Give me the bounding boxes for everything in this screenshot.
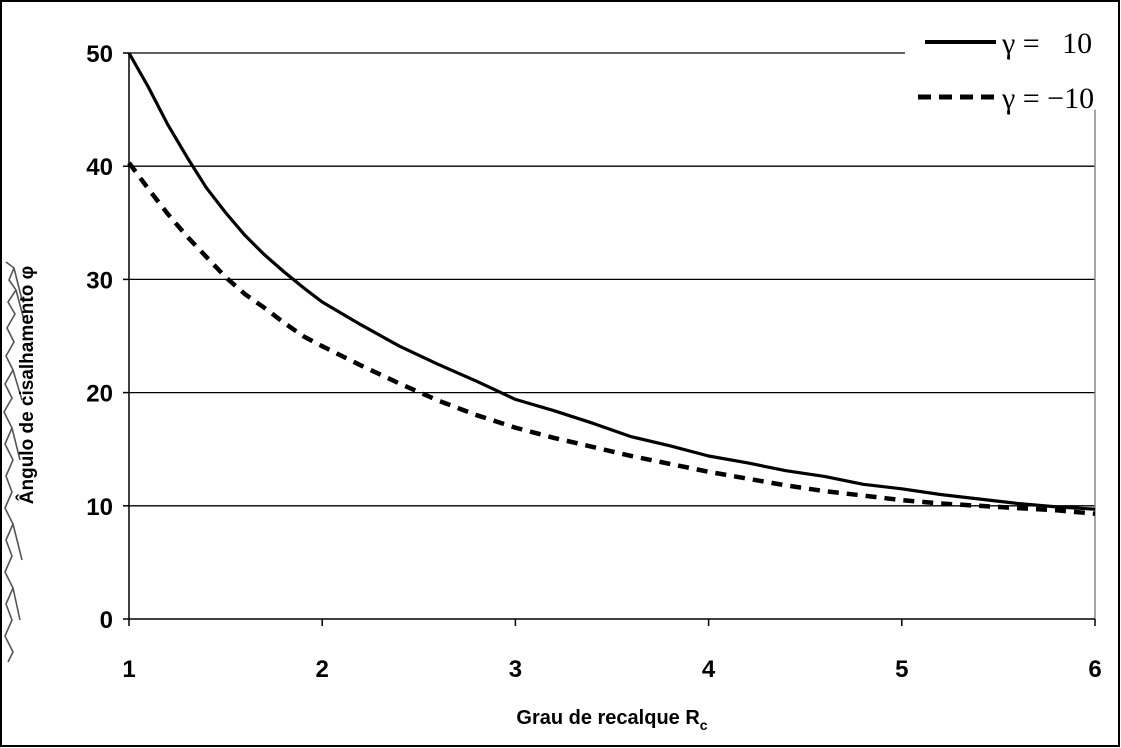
series-line-2 bbox=[127, 161, 1096, 516]
series-lines bbox=[127, 52, 1096, 516]
y-axis-label: Ângulo de cisalhamento φ bbox=[16, 266, 38, 504]
legend: γ = 10 γ = −10 bbox=[918, 27, 1094, 115]
x-tick-label-5: 5 bbox=[895, 656, 908, 683]
legend-label-series-2: γ = −10 bbox=[1001, 82, 1094, 115]
x-axis-label: Grau de recalque Rc bbox=[516, 707, 707, 733]
x-tick-label-1: 1 bbox=[122, 656, 135, 683]
x-tick-label-3: 3 bbox=[509, 656, 522, 683]
y-tick-label-40: 40 bbox=[86, 154, 113, 181]
tick-labels: 0 10 20 30 40 50 1 2 3 4 5 6 bbox=[86, 41, 1101, 683]
torn-edge-decoration bbox=[3, 261, 25, 663]
x-axis-label-main: Grau de recalque R bbox=[516, 707, 700, 729]
x-axis-label-subscript: c bbox=[700, 717, 708, 733]
y-tick-label-0: 0 bbox=[100, 607, 113, 634]
x-tick-label-2: 2 bbox=[316, 656, 329, 683]
y-tick-label-10: 10 bbox=[86, 494, 113, 521]
gridlines bbox=[129, 52, 1095, 507]
x-tick-label-4: 4 bbox=[702, 656, 716, 683]
x-tick-label-6: 6 bbox=[1088, 656, 1101, 683]
series-line-1 bbox=[127, 52, 1096, 511]
axes bbox=[128, 53, 1096, 620]
legend-label-series-1: γ = 10 bbox=[1001, 27, 1092, 60]
y-tick-label-30: 30 bbox=[86, 267, 113, 294]
y-tick-label-50: 50 bbox=[86, 41, 113, 68]
y-tick-label-20: 20 bbox=[86, 381, 113, 408]
